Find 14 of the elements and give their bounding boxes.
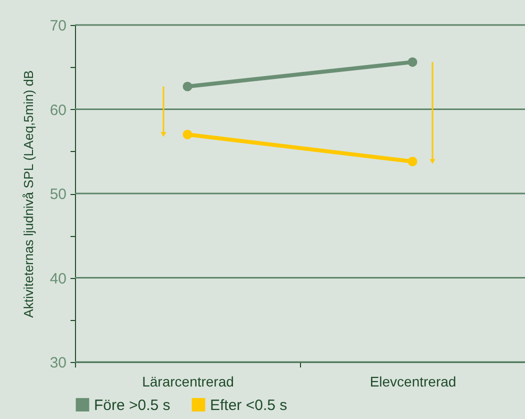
y-axis-title: Aktiviteternas ljudnivå SPL (LAeq,5min) dB (20, 70, 36, 318)
y-tick-label: 70 (50, 18, 66, 34)
x-tick-label: Elevcentrerad (370, 374, 456, 390)
legend-label: Efter <0.5 s (210, 396, 288, 414)
point (408, 156, 418, 166)
point (182, 82, 192, 92)
point (182, 130, 192, 140)
y-tick-label: 40 (50, 270, 66, 288)
y-tick-label: 50 (50, 186, 66, 203)
y-tick-label: 30 (50, 354, 66, 372)
x-tick-label: Lärarcentrerad (142, 374, 234, 390)
point (408, 57, 418, 67)
legend-label: Före >0.5 s (94, 396, 170, 414)
y-tick-label: 60 (50, 102, 66, 119)
